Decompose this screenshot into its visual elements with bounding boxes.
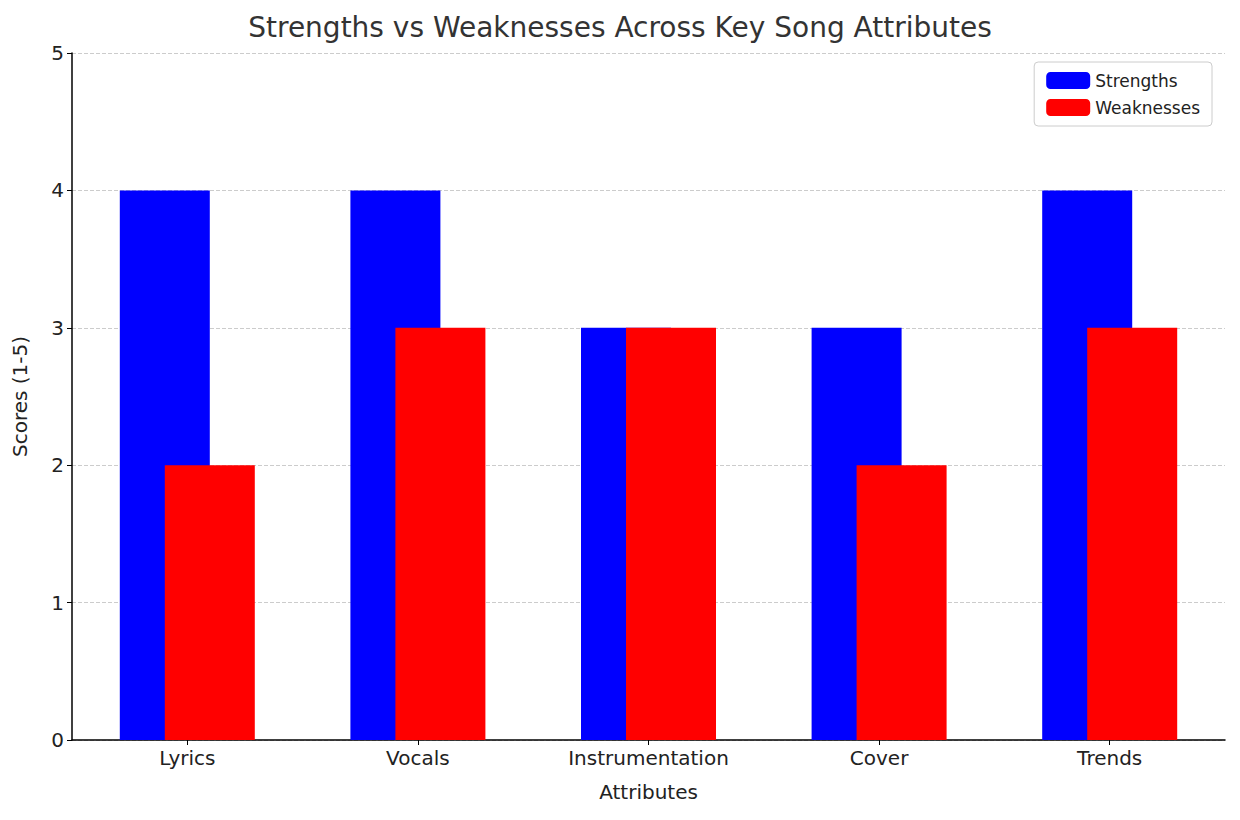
svg-text:Trends: Trends (1076, 746, 1142, 770)
svg-text:Attributes: Attributes (599, 780, 698, 804)
svg-text:Strengths: Strengths (1095, 71, 1178, 91)
svg-text:2: 2 (51, 453, 64, 477)
svg-text:Vocals: Vocals (386, 746, 450, 770)
svg-text:Lyrics: Lyrics (159, 746, 215, 770)
svg-text:Instrumentation: Instrumentation (568, 746, 729, 770)
svg-text:Cover: Cover (850, 746, 909, 770)
svg-text:Scores (1-5): Scores (1-5) (8, 336, 32, 457)
svg-text:3: 3 (51, 316, 64, 340)
svg-text:5: 5 (51, 41, 64, 65)
svg-text:0: 0 (51, 728, 64, 752)
svg-text:Strengths vs Weaknesses Across: Strengths vs Weaknesses Across Key Song … (248, 11, 992, 44)
svg-text:Weaknesses: Weaknesses (1095, 98, 1200, 118)
svg-text:4: 4 (51, 178, 64, 202)
svg-text:1: 1 (51, 591, 64, 615)
